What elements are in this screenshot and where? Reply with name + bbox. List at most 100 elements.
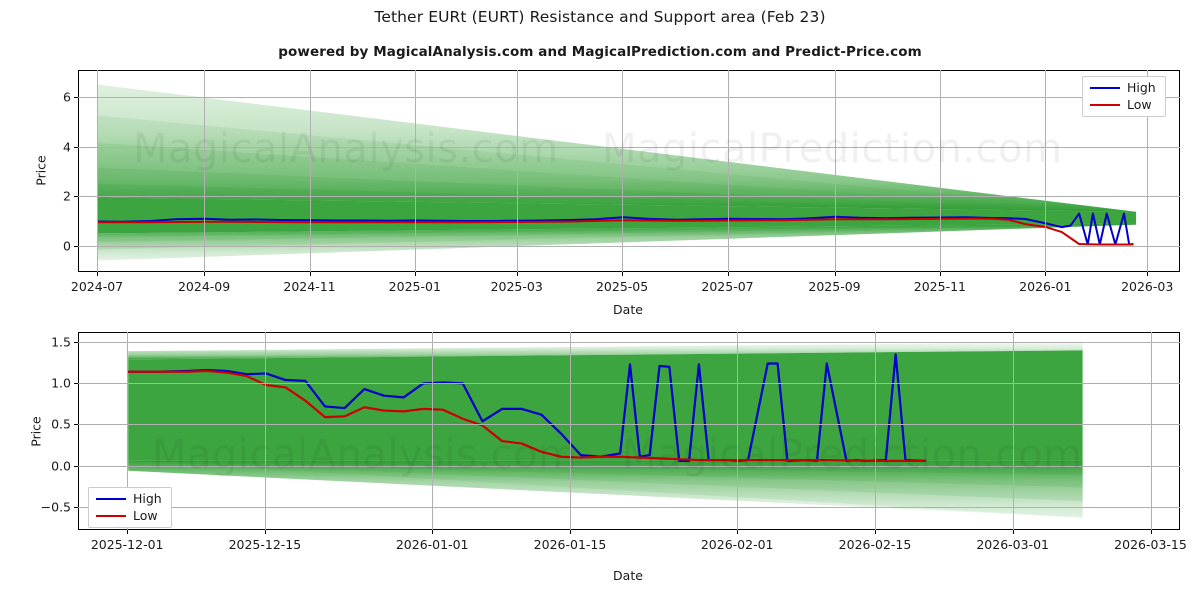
x-tick-label: 2025-03 — [490, 279, 543, 294]
x-tick-mark — [414, 272, 416, 276]
gridline-horizontal — [78, 465, 1180, 467]
x-tick-label: 2025-12-15 — [228, 537, 302, 552]
x-tick-mark — [939, 272, 941, 276]
y-tick-mark — [74, 465, 78, 467]
bottom-y-axis-label: Price — [28, 416, 44, 447]
top-chart-panel: 0 2 4 6 2024-07 2024-09 2024-11 2025-01 2025-03 2… — [63, 70, 1180, 294]
x-tick-label: 2024-09 — [177, 279, 231, 294]
gridline-vertical — [1147, 70, 1149, 272]
y-tick-mark — [74, 424, 78, 426]
y-tick-label: 1.0 — [51, 375, 71, 391]
x-tick-mark — [264, 530, 266, 534]
bottom-legend-row-low: Low — [96, 507, 162, 523]
x-tick-mark — [204, 272, 206, 276]
gridline-vertical — [432, 332, 434, 530]
x-tick-label: 2026-02-01 — [700, 537, 774, 552]
y-tick-mark — [74, 146, 78, 148]
x-tick-label: 2025-11 — [913, 279, 967, 294]
x-tick-mark — [1147, 272, 1149, 276]
gridline-horizontal — [78, 506, 1180, 508]
bottom-legend-row-high: High — [96, 491, 162, 506]
top-plot-area — [78, 70, 1180, 272]
gridline-vertical — [97, 70, 98, 272]
gridline-vertical — [204, 70, 206, 272]
top-legend-high-label: High — [1127, 80, 1156, 95]
y-tick-mark — [74, 196, 78, 198]
x-tick-mark — [1012, 530, 1014, 534]
top-legend-low-label: Low — [1127, 96, 1152, 112]
gridline-vertical — [516, 70, 518, 272]
gridline-vertical — [834, 70, 836, 272]
x-tick-label: 2025-07 — [701, 279, 754, 294]
gridline-vertical — [727, 70, 729, 272]
x-tick-label: 2026-02-15 — [838, 537, 912, 552]
bottom-x-axis-label: Date — [613, 568, 643, 583]
gridline-vertical — [1045, 70, 1047, 272]
gridline-vertical — [939, 70, 941, 272]
y-tick-mark — [74, 383, 78, 385]
y-tick-label: 4 — [63, 139, 71, 155]
x-tick-mark — [309, 272, 311, 276]
y-tick-mark — [74, 246, 78, 247]
top-legend-row-low: Low — [1090, 96, 1156, 112]
x-tick-label: 2026-03 — [1121, 279, 1174, 294]
x-tick-label: 2024-11 — [283, 279, 336, 294]
x-tick-mark — [1045, 272, 1047, 276]
x-tick-mark — [516, 272, 518, 276]
bottom-legend-high-label: High — [133, 491, 162, 506]
x-tick-mark — [570, 530, 571, 534]
x-tick-mark — [834, 272, 836, 276]
top-x-axis-label: Date — [613, 302, 643, 317]
gridline-vertical — [127, 332, 129, 530]
bottom-legend: High Low — [88, 487, 172, 528]
x-tick-label: 2026-03-15 — [1114, 537, 1187, 552]
x-tick-label: 2026-01 — [1019, 279, 1072, 294]
x-tick-mark — [1150, 530, 1152, 534]
y-tick-label: 2 — [63, 188, 71, 204]
bottom-chart-canvas — [127, 342, 1083, 518]
x-tick-mark — [727, 272, 729, 276]
bottom-plot-area — [78, 332, 1180, 530]
y-tick-mark — [74, 97, 78, 99]
x-tick-label: 2024-07 — [70, 279, 124, 294]
gridline-horizontal — [78, 341, 1180, 343]
x-tick-label: 2025-01 — [388, 279, 441, 294]
x-tick-mark — [622, 272, 624, 276]
gridline-horizontal — [78, 424, 1180, 426]
gridline-vertical — [737, 332, 739, 530]
page-subtitle: powered by MagicalAnalysis.com and Magic… — [278, 44, 922, 60]
page-title: Tether EURt (EURT) Resistance and Suppor… — [374, 8, 826, 26]
x-tick-label: 2025-12-01 — [90, 537, 164, 552]
gridline-horizontal — [78, 246, 1180, 247]
gridline-vertical — [1150, 332, 1152, 530]
y-tick-label: −0.5 — [40, 499, 71, 515]
x-tick-mark — [432, 530, 434, 534]
gridline-horizontal — [78, 97, 1180, 99]
low-line-swatch-icon — [96, 514, 126, 517]
low-line-swatch-icon — [1090, 103, 1120, 106]
gridline-vertical — [622, 70, 624, 272]
gridline-horizontal — [78, 196, 1180, 198]
gridline-vertical — [414, 70, 416, 272]
x-tick-label: 2026-03-01 — [976, 537, 1050, 552]
y-tick-label: 0.5 — [51, 416, 71, 432]
high-line-swatch-icon — [1090, 87, 1120, 90]
gridline-horizontal — [78, 146, 1180, 148]
gridline-vertical — [264, 332, 266, 530]
y-tick-mark — [74, 506, 78, 508]
bottom-legend-low-label: Low — [133, 507, 158, 523]
x-tick-mark — [97, 272, 98, 276]
x-tick-label: 2025-05 — [595, 279, 649, 294]
top-y-axis-label: Price — [33, 155, 49, 186]
x-tick-label: 2025-09 — [808, 279, 861, 294]
y-tick-label: 1.5 — [51, 334, 71, 350]
x-tick-label: 2026-01-15 — [533, 537, 607, 552]
gridline-vertical — [570, 332, 571, 530]
bottom-chart-panel: −0.5 0.0 0.5 1.0 1.5 2025-12-01 2025-12-15 2026… — [41, 332, 1187, 552]
y-tick-label: 0 — [63, 238, 71, 254]
gridline-vertical — [309, 70, 311, 272]
y-tick-label: 0.0 — [51, 458, 71, 474]
x-tick-mark — [737, 530, 739, 534]
y-tick-label: 6 — [63, 89, 71, 105]
